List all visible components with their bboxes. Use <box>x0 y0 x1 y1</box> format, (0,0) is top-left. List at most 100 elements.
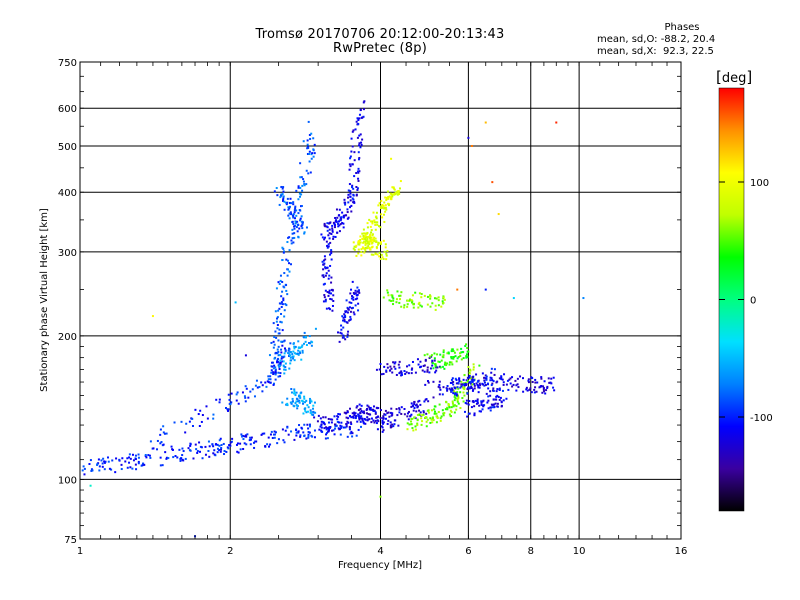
echo-point <box>352 241 355 244</box>
echo-point <box>198 424 201 427</box>
echo-point <box>542 386 545 389</box>
echo-point <box>250 438 253 441</box>
echo-point <box>283 441 286 444</box>
echo-point <box>275 336 278 339</box>
echo-point <box>260 381 263 384</box>
echo-point <box>358 144 361 147</box>
echo-point <box>433 410 436 413</box>
echo-point <box>349 315 352 318</box>
echo-point <box>429 417 432 420</box>
echo-point <box>364 241 367 244</box>
echo-point <box>472 368 475 371</box>
echo-point <box>362 115 365 118</box>
echo-point <box>383 213 386 216</box>
echo-point <box>303 184 306 187</box>
echo-point <box>126 466 129 469</box>
echo-point <box>330 421 333 424</box>
echo-point <box>481 372 484 375</box>
echo-point <box>454 397 457 400</box>
echo-point <box>281 246 284 249</box>
echo-point <box>394 367 397 370</box>
echo-point <box>379 205 382 208</box>
echo-point <box>582 297 585 300</box>
echo-point <box>516 383 519 386</box>
echo-point <box>345 425 348 428</box>
echo-point <box>331 429 334 432</box>
echo-point <box>253 441 256 444</box>
echo-point <box>357 241 360 244</box>
echo-point <box>455 360 458 363</box>
echo-point <box>495 398 498 401</box>
echo-point <box>514 379 517 382</box>
echo-point <box>450 381 453 384</box>
y-tick-label: 750 <box>58 58 77 69</box>
echo-point <box>275 317 278 320</box>
echo-point <box>472 401 475 404</box>
echo-point <box>444 361 447 364</box>
echo-point <box>464 344 467 347</box>
echo-point <box>129 457 132 460</box>
echo-point <box>383 206 386 209</box>
echo-point <box>300 204 303 207</box>
echo-point <box>295 352 298 355</box>
echo-point <box>433 297 436 300</box>
echo-point <box>272 383 275 386</box>
echo-point <box>288 270 291 273</box>
echo-point <box>303 342 306 345</box>
echo-point <box>294 394 297 397</box>
echo-point <box>322 268 325 271</box>
echo-point <box>103 461 106 464</box>
echo-point <box>466 376 469 379</box>
echo-point <box>346 311 349 314</box>
echo-point <box>297 186 300 189</box>
echo-point <box>347 189 350 192</box>
echo-point <box>292 342 295 345</box>
echo-point <box>106 456 109 459</box>
echo-point <box>354 289 357 292</box>
echo-point <box>313 152 316 155</box>
echo-point <box>553 389 556 392</box>
echo-point <box>409 415 412 418</box>
echo-point <box>422 364 425 367</box>
echo-point <box>291 228 294 231</box>
echo-point <box>381 426 384 429</box>
echo-point <box>322 300 325 303</box>
echo-point <box>349 318 352 321</box>
echo-point <box>301 221 304 224</box>
echo-point <box>426 380 429 383</box>
echo-point <box>462 391 465 394</box>
echo-point <box>306 423 309 426</box>
echo-point <box>491 379 494 382</box>
echo-point <box>313 416 316 419</box>
echo-point <box>387 195 390 198</box>
echo-point <box>511 385 514 388</box>
echo-point <box>299 219 302 222</box>
echo-point <box>309 342 312 345</box>
echo-point <box>546 386 549 389</box>
echo-point <box>308 342 311 345</box>
echo-point <box>295 397 298 400</box>
echo-point <box>491 406 494 409</box>
echo-point <box>473 405 476 408</box>
echo-point <box>443 411 446 414</box>
echo-point <box>460 383 463 386</box>
echo-point <box>487 407 490 410</box>
echo-point <box>276 327 279 330</box>
echo-point <box>322 263 325 266</box>
echo-point <box>295 429 298 432</box>
echo-point <box>249 436 252 439</box>
echo-point <box>357 413 360 416</box>
echo-point <box>225 450 228 453</box>
echo-point <box>394 361 397 364</box>
echo-point <box>442 302 445 305</box>
echo-point <box>433 352 436 355</box>
echo-point <box>422 411 425 414</box>
echo-point <box>423 294 426 297</box>
echo-point <box>411 367 414 370</box>
echo-point <box>420 417 423 420</box>
echo-point <box>354 412 357 415</box>
echo-point <box>410 413 413 416</box>
echo-point <box>302 400 305 403</box>
echo-point <box>497 213 500 216</box>
echo-point <box>363 422 366 425</box>
